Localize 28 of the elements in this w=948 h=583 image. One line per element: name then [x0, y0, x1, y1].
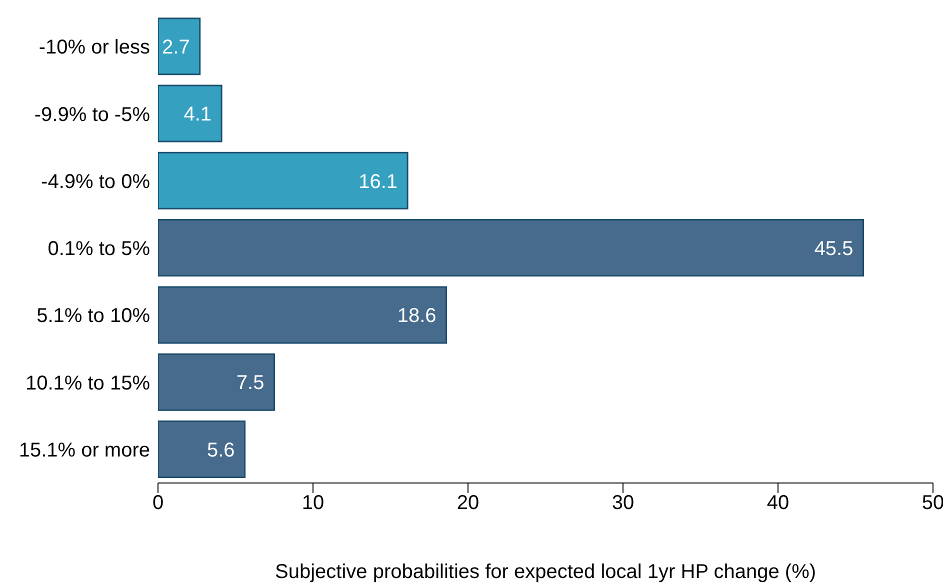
bar	[158, 353, 275, 411]
y-tick-label: 15.1% or more	[18, 440, 150, 462]
bar	[158, 152, 408, 210]
bar	[158, 420, 246, 478]
data-label: 2.7	[162, 36, 190, 58]
y-tick-label: -9.9% to -5%	[34, 104, 150, 126]
x-tick-label: 10	[302, 492, 324, 514]
data-label: 18.6	[397, 305, 436, 328]
bar	[158, 18, 201, 76]
data-label: 45.5	[814, 238, 854, 260]
y-tick-label: -10% or less	[38, 36, 150, 59]
x-tick-label: 0	[152, 492, 164, 514]
data-label: 16.1	[358, 170, 398, 193]
x-tick-label: 40	[766, 492, 790, 514]
x-axis-title: Subjective probabilities for expected local 1yr HP change (%)	[274, 561, 816, 583]
data-label: 5.6	[206, 439, 235, 462]
bar	[158, 219, 864, 277]
y-tick-label: 5.1% to 10%	[36, 305, 150, 328]
x-tick-label: 50	[922, 492, 944, 514]
bar	[158, 84, 222, 142]
data-label: 4.1	[184, 104, 212, 126]
y-tick-label: -4.9% to 0%	[41, 170, 150, 193]
y-tick-label: 10.1% to 15%	[25, 372, 150, 394]
y-tick-label: 0.1% to 5%	[48, 238, 150, 260]
x-tick-label: 30	[612, 492, 634, 514]
data-label: 7.5	[236, 372, 264, 394]
bar	[158, 286, 448, 344]
x-tick-label: 20	[456, 492, 480, 514]
